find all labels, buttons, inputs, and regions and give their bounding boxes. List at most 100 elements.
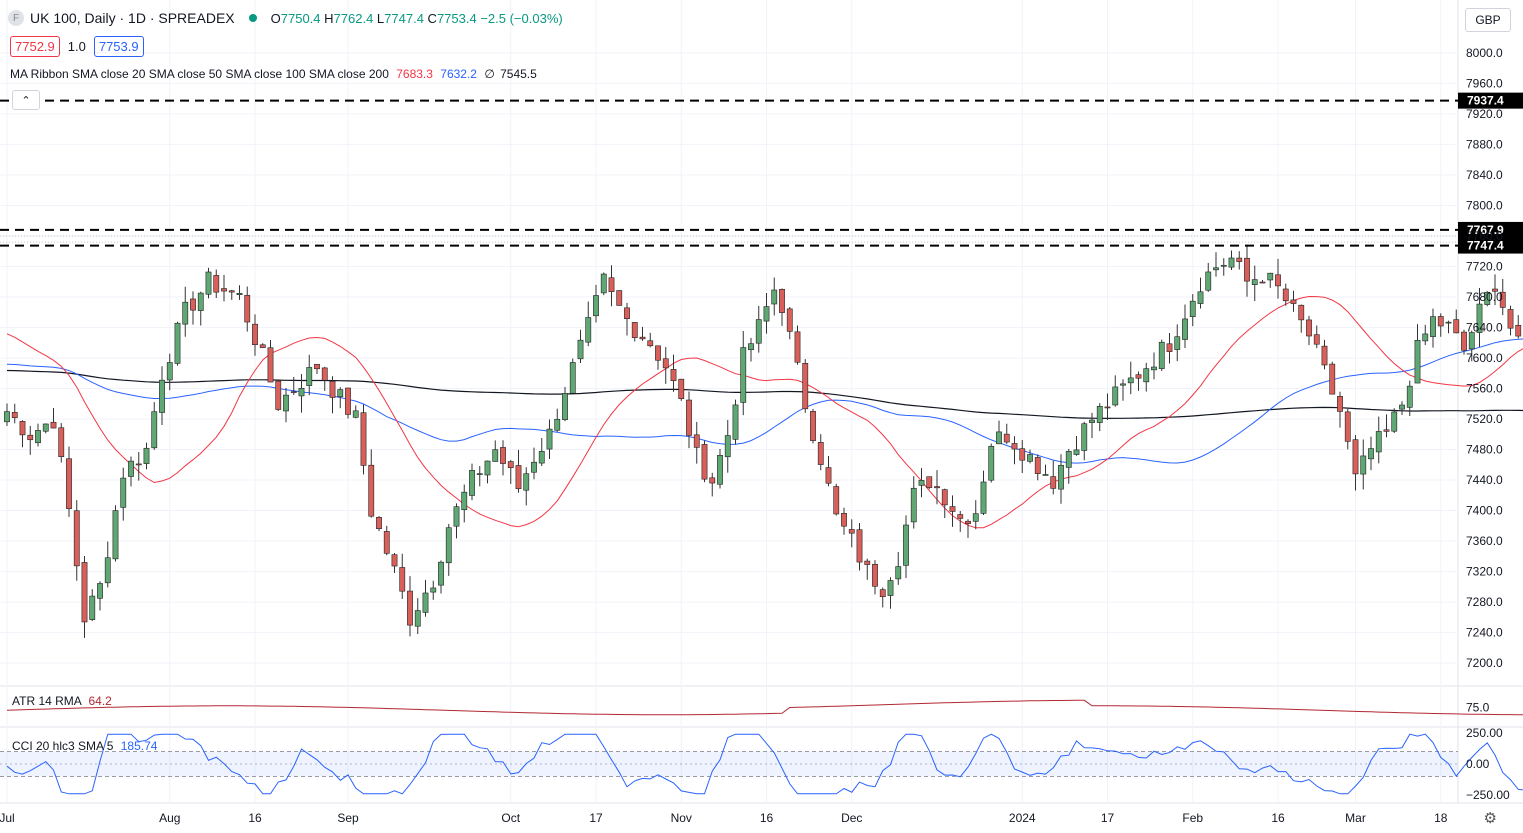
- candle: [732, 404, 739, 440]
- candle: [538, 451, 545, 464]
- price-tick-label: 7880.0: [1466, 137, 1503, 151]
- candle: [1360, 455, 1367, 475]
- candle: [949, 506, 956, 512]
- candle: [1476, 303, 1483, 333]
- ma-ribbon-label: MA Ribbon SMA close 20 SMA close 50 SMA …: [10, 67, 389, 81]
- candle: [197, 292, 204, 311]
- candle: [1406, 385, 1413, 408]
- candle: [980, 481, 987, 514]
- candle: [1027, 454, 1033, 462]
- candle: [1383, 429, 1390, 432]
- candle: [1213, 267, 1219, 271]
- close-value: 7753.4: [436, 10, 477, 26]
- price-tick-label: 7400.0: [1466, 504, 1503, 518]
- atr-line: [6, 699, 1523, 716]
- candle: [577, 339, 584, 360]
- price-tick-label: 7560.0: [1466, 382, 1503, 396]
- candle: [988, 445, 995, 481]
- candle: [972, 513, 979, 522]
- candle: [546, 428, 553, 450]
- cci-pane: 250.00 0.00 −250.00: [0, 726, 1523, 802]
- collapse-legend-button[interactable]: ⌃: [12, 90, 40, 110]
- candle: [887, 580, 894, 596]
- buy-button[interactable]: 7753.9: [93, 36, 144, 57]
- cci-band: [0, 751, 1458, 777]
- candle: [1058, 464, 1064, 490]
- candle: [895, 566, 902, 580]
- candle: [569, 362, 576, 394]
- candle: [190, 298, 196, 311]
- candle: [1073, 449, 1080, 455]
- candle: [1275, 274, 1281, 287]
- atr-legend[interactable]: ATR 14 RMA 64.2: [12, 694, 112, 708]
- cci-label: CCI 20 hlc3 SMA 5: [12, 739, 114, 753]
- sell-button[interactable]: 7752.9: [10, 36, 60, 57]
- candle: [159, 379, 165, 413]
- candle: [422, 592, 429, 613]
- candle: [1189, 300, 1196, 317]
- ma-ribbon-legend[interactable]: MA Ribbon SMA close 20 SMA close 50 SMA …: [10, 67, 537, 81]
- candle: [275, 380, 282, 410]
- candle: [523, 473, 530, 491]
- candle: [779, 288, 785, 313]
- candle: [1081, 423, 1088, 451]
- candle: [670, 369, 677, 382]
- candle: [461, 491, 468, 511]
- candle: [1468, 332, 1475, 350]
- candle: [1019, 448, 1026, 461]
- candle: [856, 529, 863, 563]
- candle: [11, 412, 18, 419]
- candle: [825, 467, 832, 484]
- sma50-line: [6, 338, 1523, 464]
- candle: [35, 430, 41, 444]
- candle: [81, 562, 88, 623]
- level-label: 7767.9: [1467, 223, 1504, 237]
- candle: [639, 336, 646, 340]
- price-axis[interactable]: 7200.0 7240.0 7280.0 7320.0 7360.0 7400.0 7440…: [1466, 46, 1503, 670]
- candle: [66, 458, 72, 509]
- time-tick-label: 16: [760, 811, 774, 825]
- candle: [748, 343, 754, 351]
- candle: [786, 308, 793, 332]
- candle: [283, 394, 289, 412]
- candle: [492, 449, 499, 462]
- candle: [1267, 272, 1274, 281]
- candle: [585, 317, 592, 343]
- candle: [1352, 439, 1359, 475]
- candle: [1306, 319, 1312, 337]
- candle: [1112, 386, 1119, 406]
- price-tick-label: 7960.0: [1466, 76, 1503, 90]
- candle: [1135, 374, 1142, 379]
- candle: [383, 531, 390, 554]
- candle: [352, 410, 359, 418]
- symbol-title[interactable]: UK 100, Daily · 1D · SPREADEX: [30, 10, 235, 26]
- candle: [562, 393, 568, 420]
- cci-legend[interactable]: CCI 20 hlc3 SMA 5 185.74: [12, 739, 157, 753]
- time-axis[interactable]: Jul Aug 16 Sep Oct 17 Nov 16 Dec 2024 17 Feb 16 Mar 18: [0, 811, 1448, 825]
- open-value: 7750.4: [280, 10, 321, 26]
- candle: [174, 322, 181, 364]
- candle: [128, 460, 134, 477]
- candle: [368, 464, 375, 517]
- cci-tick-label: −250.00: [1466, 788, 1510, 802]
- candle: [1251, 279, 1258, 285]
- candle: [1205, 271, 1212, 291]
- time-tick-label: Sep: [337, 811, 359, 825]
- currency-button[interactable]: GBP: [1465, 8, 1511, 32]
- candle: [1321, 345, 1328, 366]
- candle: [314, 363, 320, 370]
- candle: [50, 421, 57, 429]
- candle: [1337, 396, 1343, 412]
- candle: [965, 520, 971, 524]
- candle: [1050, 476, 1057, 489]
- gear-icon[interactable]: ⚙: [1483, 810, 1497, 827]
- price-tick-label: 7800.0: [1466, 198, 1503, 212]
- candle: [453, 506, 460, 527]
- candle: [182, 301, 189, 325]
- high-value: 7762.4: [333, 10, 374, 26]
- candle: [1096, 405, 1103, 423]
- level-label: 7747.4: [1467, 239, 1504, 253]
- price-tick-label: 7480.0: [1466, 443, 1503, 457]
- candle: [430, 587, 437, 593]
